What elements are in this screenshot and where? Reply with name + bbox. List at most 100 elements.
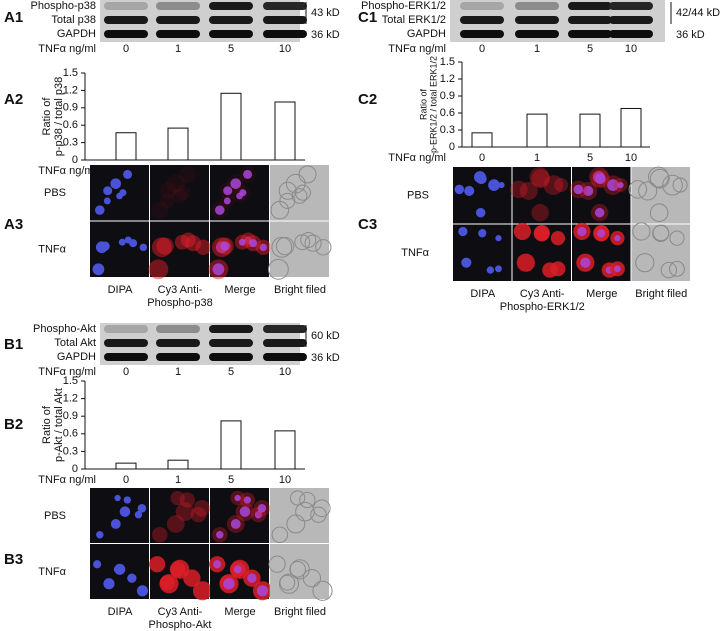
nucleus <box>614 235 621 242</box>
cell-outline <box>647 166 669 188</box>
nucleus <box>239 189 247 197</box>
nucleus <box>607 179 619 192</box>
x-axis-label: TNFα ng/ml <box>38 474 96 486</box>
column-label: Bright filed <box>274 284 326 296</box>
nucleus <box>254 511 263 519</box>
column-label: Cy3 Anti- <box>520 288 565 300</box>
nucleus <box>475 173 487 185</box>
panel-label: C3 <box>358 216 377 233</box>
row-label: PBS <box>44 510 66 522</box>
band <box>515 16 559 24</box>
bar <box>220 92 242 161</box>
band <box>263 16 307 24</box>
stain <box>159 193 175 209</box>
y-tick-label: 0.3 <box>63 137 78 149</box>
nucleus <box>594 173 606 185</box>
band <box>209 16 253 24</box>
nucleus <box>103 186 113 196</box>
dose-label: TNFα ng/ml <box>38 366 96 378</box>
nucleus <box>461 257 472 268</box>
nucleus <box>233 565 242 574</box>
dose: 10 <box>279 43 291 55</box>
band <box>104 325 148 333</box>
column-label: Cy3 Anti- <box>158 606 203 618</box>
bar <box>167 459 189 470</box>
y-axis-label: Ratio of <box>41 97 53 136</box>
nucleus <box>594 207 605 218</box>
x-tick-label: 5 <box>587 152 593 164</box>
stain <box>192 581 213 601</box>
stain <box>179 492 196 508</box>
y-tick-label: 0 <box>449 141 455 153</box>
y-tick-label: 1.5 <box>63 67 78 79</box>
y-tick-label: 0 <box>72 154 78 166</box>
stain <box>151 201 169 219</box>
nucleus <box>223 578 235 590</box>
nucleus <box>118 238 126 246</box>
band <box>156 16 200 24</box>
stain <box>166 515 185 533</box>
nucleus <box>100 241 110 251</box>
size-label: 43 kD <box>311 7 340 19</box>
y-tick-label: 0.9 <box>440 90 455 102</box>
stain <box>156 237 174 255</box>
y-axis-label: p-ERK1/2 / total ERK1/2 <box>428 56 438 153</box>
stain <box>170 490 185 506</box>
band <box>568 30 612 38</box>
y-tick-label: 1.5 <box>63 375 78 387</box>
nucleus <box>103 578 115 590</box>
cell-outline <box>300 231 317 249</box>
bar <box>115 462 137 470</box>
dose: 0 <box>123 43 129 55</box>
nucleus <box>249 239 258 248</box>
cell-outline <box>294 184 311 201</box>
y-tick-label: 0 <box>72 463 78 475</box>
x-tick-label: 10 <box>625 152 637 164</box>
cell-outline <box>312 580 333 601</box>
y-tick-label: 0.6 <box>63 428 78 440</box>
nucleus <box>110 178 122 190</box>
cell-outline <box>652 224 670 242</box>
cell-outline <box>271 236 293 258</box>
nucleus <box>243 496 252 504</box>
y-tick-label: 1.5 <box>440 56 455 68</box>
nucleus <box>114 494 121 502</box>
y-tick-label: 1.2 <box>440 73 455 85</box>
nucleus <box>113 565 122 574</box>
x-tick-label: 0 <box>479 152 485 164</box>
row-label: TNFα <box>401 247 429 259</box>
nucleus <box>139 243 148 252</box>
cell-outline <box>649 168 670 189</box>
cell-outline <box>638 181 658 201</box>
stain <box>529 167 550 188</box>
dose: 5 <box>228 43 234 55</box>
stain <box>533 225 550 242</box>
nucleus <box>488 179 500 192</box>
nucleus <box>486 266 495 274</box>
nucleus <box>478 229 487 238</box>
cell-outline <box>278 181 297 200</box>
nucleus <box>230 178 242 190</box>
cell-outline <box>275 237 295 256</box>
stain <box>169 561 186 578</box>
dose: 1 <box>175 366 181 378</box>
dose: 0 <box>479 43 485 55</box>
nucleus <box>614 265 621 273</box>
y-tick-label: 0.3 <box>440 124 455 136</box>
micrograph <box>150 488 209 543</box>
cell-outline <box>271 526 289 543</box>
bar <box>471 132 493 148</box>
row-label: PBS <box>44 187 66 199</box>
nucleus <box>92 263 105 276</box>
column-label: DIPA <box>108 606 134 618</box>
band <box>460 2 504 10</box>
band-label: Phospho-Akt <box>33 323 96 335</box>
band <box>263 339 307 347</box>
nucleus <box>220 241 230 251</box>
stain <box>152 527 168 543</box>
cell-outline <box>279 574 296 591</box>
nucleus <box>597 229 606 238</box>
size-label: 42/44 kD <box>676 7 720 19</box>
band <box>156 353 200 361</box>
nucleus <box>257 503 267 513</box>
